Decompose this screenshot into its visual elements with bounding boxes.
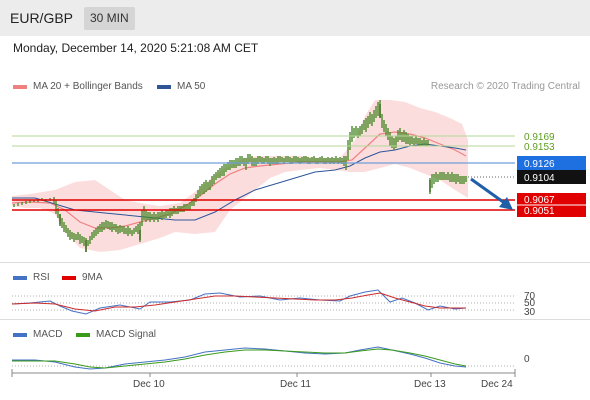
legend-macd-label: MACD bbox=[33, 329, 63, 340]
price-label-0.9153: 0.9153 bbox=[524, 142, 555, 153]
legend-macd-signal: MACD Signal bbox=[76, 329, 156, 340]
bollinger-swatch bbox=[13, 84, 27, 89]
price-label-0.9104: 0.9104 bbox=[524, 173, 555, 184]
legend-macd: MACD bbox=[13, 329, 62, 340]
macd-swatch bbox=[13, 332, 27, 337]
copyright-note: Research © 2020 Trading Central bbox=[430, 81, 580, 92]
macd-label-0: 0 bbox=[524, 354, 530, 365]
macd-signal-swatch bbox=[76, 332, 90, 337]
price-candles-bear bbox=[59, 104, 431, 252]
legend-ma50: MA 50 bbox=[157, 81, 205, 92]
currency-pair: EUR/GBP bbox=[10, 10, 74, 26]
panel-divider-rsi bbox=[0, 262, 590, 263]
instrument-header: EUR/GBP 30 MIN bbox=[0, 0, 590, 36]
legend-rsi-label: RSI bbox=[33, 272, 50, 283]
x-label-dec10: Dec 10 bbox=[133, 379, 165, 390]
forecast-arrow-head bbox=[499, 197, 513, 210]
9ma-swatch bbox=[62, 275, 76, 280]
timeframe-button[interactable]: 30 MIN bbox=[84, 7, 135, 30]
price-box-0.9104 bbox=[517, 170, 586, 184]
macd-line bbox=[12, 346, 467, 370]
price-label-0.9126: 0.9126 bbox=[524, 159, 555, 170]
legend-rsi: RSI bbox=[13, 272, 50, 283]
x-label-dec13: Dec 13 bbox=[414, 379, 446, 390]
legend-9ma: 9MA bbox=[62, 272, 103, 283]
x-label-dec11: Dec 11 bbox=[280, 379, 311, 390]
legend-ma50-label: MA 50 bbox=[177, 81, 206, 92]
rsi-9ma-line bbox=[11, 292, 466, 312]
ma50-line bbox=[12, 143, 467, 221]
price-box-0.9126 bbox=[517, 156, 586, 170]
timestamp: Monday, December 14, 2020 5:21:08 AM CET bbox=[13, 41, 259, 55]
price-label-0.9169: 0.9169 bbox=[524, 132, 555, 143]
rsi-label-50: 50 bbox=[524, 298, 536, 309]
legend-macd-signal-label: MACD Signal bbox=[96, 329, 157, 340]
legend-bollinger-label: MA 20 + Bollinger Bands bbox=[33, 81, 143, 92]
panel-divider-macd bbox=[0, 319, 590, 320]
rsi-label-30: 30 bbox=[524, 307, 536, 318]
legend-bollinger: MA 20 + Bollinger Bands bbox=[13, 81, 143, 92]
price-label-0.9067: 0.9067 bbox=[524, 195, 555, 206]
rsi-line bbox=[11, 289, 467, 315]
rsi-swatch bbox=[13, 275, 27, 280]
forecast-arrow-shaft bbox=[470, 177, 507, 206]
x-label-dec24: Dec 24 bbox=[481, 379, 513, 390]
macd-signal-line bbox=[12, 348, 467, 369]
legend-9ma-label: 9MA bbox=[82, 272, 103, 283]
ma50-swatch bbox=[157, 84, 171, 89]
price-label-0.9051: 0.9051 bbox=[524, 206, 555, 217]
rsi-label-70: 70 bbox=[524, 291, 536, 302]
bollinger-band bbox=[12, 100, 468, 252]
